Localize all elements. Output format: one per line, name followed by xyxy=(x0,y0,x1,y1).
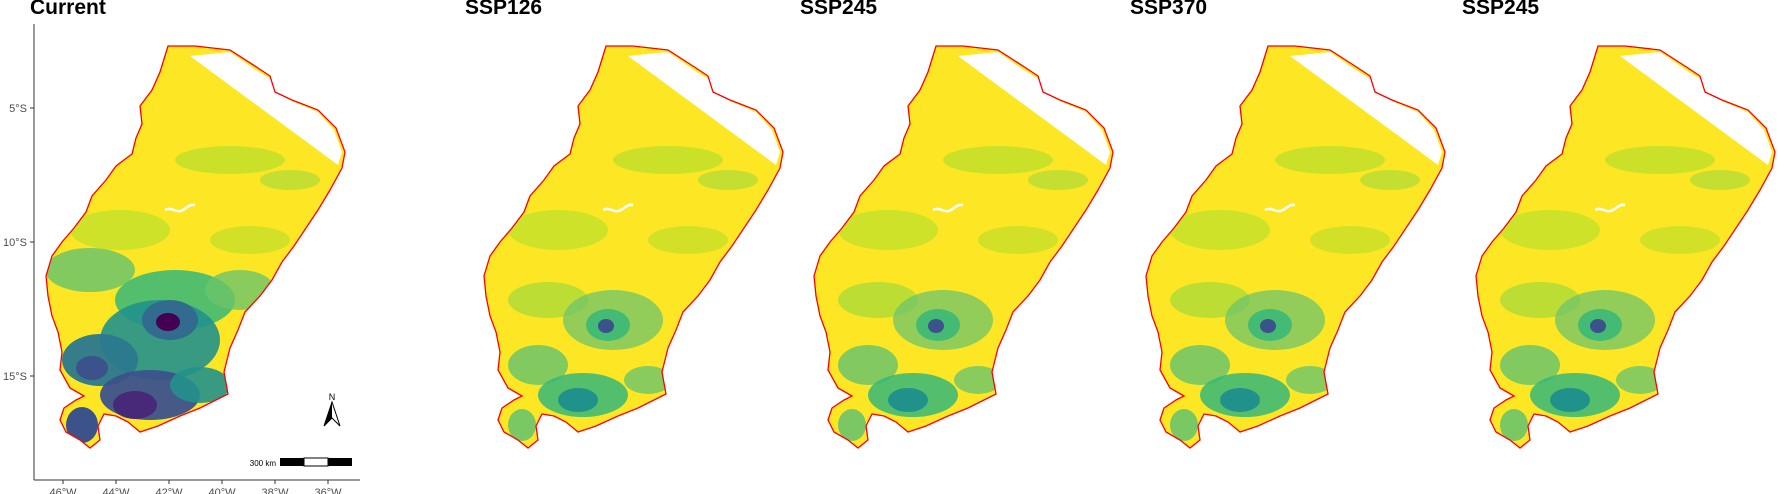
panel-title-ssp126: SSP126 xyxy=(465,0,543,19)
y-tick-label: 5°S xyxy=(9,103,27,115)
panel-title-ssp370: SSP370 xyxy=(1130,0,1208,19)
map-panel-ssp370 xyxy=(1146,46,1445,448)
north-arrow-icon: N xyxy=(323,392,341,427)
x-tick-label: 42°W xyxy=(155,487,183,494)
panel-title-ssp245: SSP245 xyxy=(800,0,878,19)
x-tick-label: 46°W xyxy=(49,487,77,494)
map-panel-ssp245-second xyxy=(1476,46,1775,448)
x-tick-label: 36°W xyxy=(314,487,342,494)
y-tick-label: 15°S xyxy=(3,371,27,383)
y-tick-label: 10°S xyxy=(3,237,27,249)
axes-current: 5°S 10°S 15°S 46°W 44°W 42°W 40°W 38°W 3… xyxy=(3,24,360,494)
x-tick-label: 40°W xyxy=(208,487,236,494)
scale-bar-label: 300 km xyxy=(250,459,277,468)
panel-title-ssp245-second: SSP245 xyxy=(1462,0,1540,19)
x-tick-label: 44°W xyxy=(102,487,130,494)
map-panel-ssp126 xyxy=(484,46,783,448)
map-panel-current xyxy=(45,46,345,448)
x-tick-label: 38°W xyxy=(261,487,289,494)
panel-title-current: Current xyxy=(30,0,106,19)
north-label: N xyxy=(329,392,336,402)
map-panel-ssp245 xyxy=(814,46,1113,448)
scale-bar: 300 km xyxy=(250,457,352,468)
